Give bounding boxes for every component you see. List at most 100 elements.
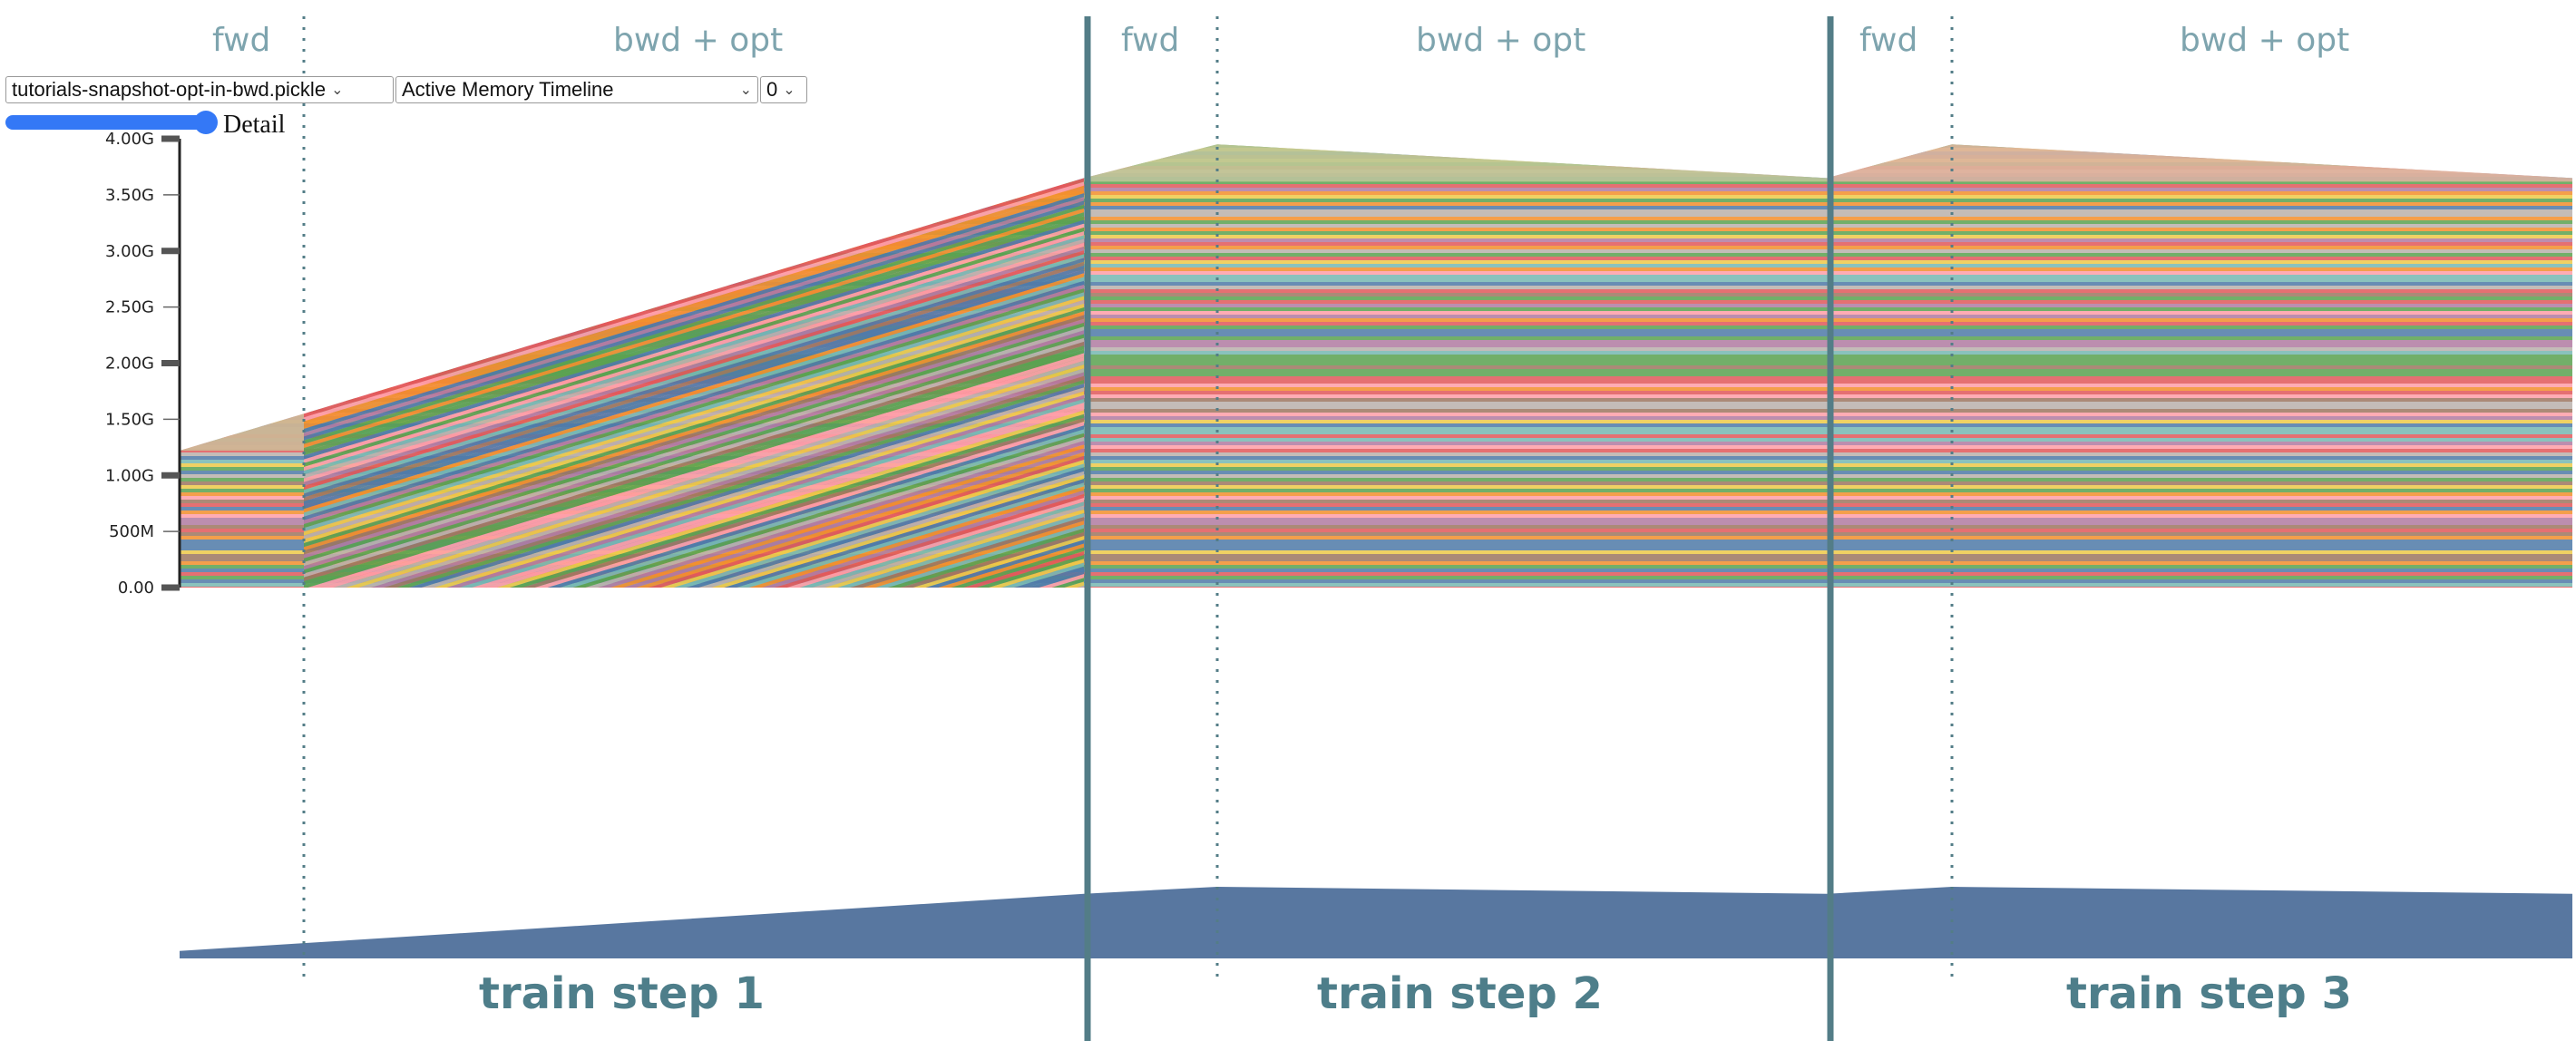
allocation-band	[180, 536, 2572, 540]
allocation-band	[180, 481, 2572, 485]
allocation-band	[304, 375, 1084, 588]
allocation-band	[180, 297, 2572, 300]
device-select-value: 0	[766, 78, 778, 101]
allocation-band	[180, 561, 2572, 565]
fwd-allocation-wedge	[180, 413, 304, 452]
allocation-band	[304, 307, 1084, 548]
allocation-band	[304, 455, 1084, 588]
allocation-band	[180, 380, 2572, 384]
allocation-band	[304, 250, 1084, 491]
allocation-band	[180, 583, 2572, 587]
overview-minimap[interactable]	[180, 887, 2572, 958]
allocation-band	[180, 398, 2572, 402]
allocation-band	[180, 347, 2572, 351]
allocation-band	[304, 436, 1084, 588]
allocation-band	[180, 478, 2572, 481]
allocation-band	[304, 460, 1084, 588]
allocation-band	[180, 579, 2572, 583]
device-select[interactable]: 0 ⌄	[760, 76, 807, 103]
allocation-band	[180, 148, 2572, 151]
allocation-band	[180, 540, 2572, 543]
allocation-band	[180, 456, 2572, 460]
allocation-band	[304, 231, 1084, 472]
allocation-band	[304, 520, 1084, 588]
allocation-band	[180, 485, 2572, 489]
snapshot-select[interactable]: tutorials-snapshot-opt-in-bwd.pickle ⌄	[5, 76, 394, 103]
allocation-band	[180, 394, 2572, 398]
allocation-band	[304, 322, 1084, 562]
y-tick-label: 500M	[109, 522, 154, 541]
allocation-band	[180, 137, 2572, 141]
allocation-band	[304, 463, 1084, 588]
allocation-band	[180, 463, 2572, 467]
allocation-band	[180, 260, 2572, 264]
allocation-band	[304, 189, 1084, 429]
allocation-band	[304, 219, 1084, 460]
allocation-band	[304, 223, 1084, 463]
allocation-band	[304, 569, 1084, 588]
snapshot-select-value: tutorials-snapshot-opt-in-bwd.pickle	[12, 78, 327, 101]
allocation-band	[180, 130, 2572, 133]
allocation-band	[180, 257, 2572, 260]
allocation-band	[304, 246, 1084, 486]
allocation-band	[304, 208, 1084, 448]
allocation-band	[304, 193, 1084, 433]
allocation-band	[180, 423, 2572, 427]
view-select[interactable]: Active Memory Timeline ⌄	[395, 76, 758, 103]
allocation-stack[interactable]	[180, 130, 2572, 832]
allocation-band	[180, 373, 2572, 376]
allocation-band	[180, 336, 2572, 340]
allocation-band	[180, 369, 2572, 373]
allocation-band	[180, 307, 2572, 311]
allocation-band	[180, 500, 2572, 503]
allocation-band	[304, 585, 1084, 588]
allocation-band	[304, 417, 1084, 588]
allocation-band	[304, 212, 1084, 452]
allocation-band	[304, 452, 1084, 588]
allocation-band	[180, 315, 2572, 318]
allocation-band	[304, 261, 1084, 501]
allocation-band	[304, 384, 1084, 588]
allocation-band	[180, 293, 2572, 297]
allocation-band	[180, 278, 2572, 282]
allocation-band	[304, 581, 1084, 588]
detail-label: Detail	[223, 111, 286, 139]
y-tick-label: 2.00G	[105, 355, 154, 374]
allocation-band	[304, 501, 1084, 588]
allocation-band	[304, 387, 1084, 588]
allocation-band	[180, 569, 2572, 572]
allocation-band	[304, 410, 1084, 588]
allocation-band	[304, 441, 1084, 588]
allocation-band	[304, 269, 1084, 510]
allocation-band	[180, 231, 2572, 235]
allocation-band	[304, 197, 1084, 437]
allocation-band	[304, 326, 1084, 567]
allocation-band	[304, 559, 1084, 588]
allocation-band	[304, 433, 1084, 588]
allocation-band	[304, 337, 1084, 578]
allocation-band	[304, 425, 1084, 588]
allocation-band	[180, 445, 2572, 449]
allocation-band	[304, 574, 1084, 588]
allocation-band	[180, 550, 2572, 554]
opt-state-region-step2	[1084, 144, 1827, 182]
allocation-band	[304, 265, 1084, 505]
allocation-band	[304, 349, 1084, 588]
allocation-band	[180, 413, 2572, 416]
allocation-band	[304, 429, 1084, 588]
slider-knob[interactable]	[194, 111, 218, 134]
allocation-band	[304, 517, 1084, 588]
detail-slider[interactable]	[5, 111, 218, 134]
allocation-band	[180, 209, 2572, 213]
allocation-band	[180, 195, 2572, 199]
allocation-band	[304, 330, 1084, 570]
allocation-band	[304, 284, 1084, 524]
y-tick-label: 3.50G	[105, 186, 154, 205]
allocation-band	[304, 482, 1084, 588]
allocation-band	[304, 413, 1084, 588]
allocation-band	[304, 394, 1084, 588]
allocation-band	[180, 351, 2572, 355]
allocation-band	[180, 376, 2572, 380]
allocation-band	[180, 576, 2572, 579]
